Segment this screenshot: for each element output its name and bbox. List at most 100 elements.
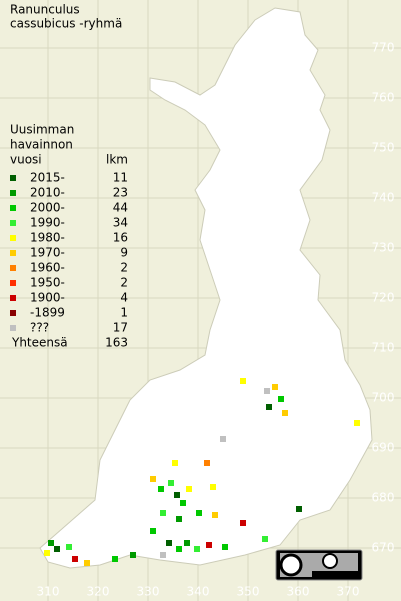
license-badge (275, 549, 363, 581)
observation (84, 560, 90, 566)
observation (222, 544, 228, 550)
legend-header: havainnon (10, 138, 73, 152)
observation (172, 460, 178, 466)
legend-label: ??? (30, 321, 49, 335)
legend-count: 23 (113, 186, 128, 200)
observation (262, 536, 268, 542)
observation (282, 410, 288, 416)
cc-icon (279, 553, 303, 577)
x-grid-label: 310 (37, 585, 60, 599)
observation (180, 500, 186, 506)
observation (112, 556, 118, 562)
y-grid-label: 760 (372, 91, 395, 105)
legend-swatch (10, 310, 16, 316)
observation (278, 396, 284, 402)
legend-swatch (10, 190, 16, 196)
observation (264, 388, 270, 394)
y-grid-label: 670 (372, 541, 395, 555)
observation (160, 552, 166, 558)
legend-label: 1980- (30, 231, 65, 245)
observation (272, 384, 278, 390)
observation (66, 544, 72, 550)
by-bar (312, 571, 358, 577)
legend-count: 16 (113, 231, 128, 245)
x-grid-label: 350 (237, 585, 260, 599)
observation (150, 528, 156, 534)
observation (186, 486, 192, 492)
legend-count: 44 (113, 201, 128, 215)
x-grid-label: 330 (137, 585, 160, 599)
observation (204, 460, 210, 466)
observation (220, 436, 226, 442)
x-grid-label: 340 (187, 585, 210, 599)
y-grid-label: 690 (372, 441, 395, 455)
observation (240, 378, 246, 384)
legend-items: 2015- 11 2010- 23 2000- 44 1990- 34 1980- 16 1970-… (10, 171, 128, 335)
y-grid-label: 770 (372, 41, 395, 55)
legend-label: 2000- (30, 201, 65, 215)
observation (266, 404, 272, 410)
observation (296, 506, 302, 512)
legend-label: 1970- (30, 246, 65, 260)
legend-count: 11 (113, 171, 128, 185)
observation (354, 420, 360, 426)
observation (212, 512, 218, 518)
y-grid-label: 750 (372, 141, 395, 155)
observation (196, 510, 202, 516)
legend-swatch (10, 220, 16, 226)
observation (176, 516, 182, 522)
legend-swatch (10, 325, 16, 331)
y-grid-label: 710 (372, 341, 395, 355)
observation (240, 520, 246, 526)
total-count: 163 (105, 336, 128, 350)
legend-header: vuosi (10, 153, 42, 167)
observation (54, 546, 60, 552)
finland-outline (39, 7, 373, 569)
y-grid-label: 700 (372, 391, 395, 405)
observation (150, 476, 156, 482)
legend-swatch (10, 265, 16, 271)
legend-count: 4 (120, 291, 128, 305)
observation (72, 556, 78, 562)
legend-label: 1990- (30, 216, 65, 230)
legend-swatch (10, 235, 16, 241)
legend-swatch (10, 175, 16, 181)
x-grid-label: 320 (87, 585, 110, 599)
observation (48, 540, 54, 546)
legend-swatch (10, 250, 16, 256)
legend-count: 17 (113, 321, 128, 335)
observation (168, 480, 174, 486)
legend-label: -1899 (30, 306, 65, 320)
y-grid-label: 720 (372, 291, 395, 305)
legend: Uusimman havainnon vuosi lkm 2015- 11 2010… (10, 123, 128, 350)
legend-swatch (10, 280, 16, 286)
legend-count: 2 (120, 261, 128, 275)
x-grid-label: 360 (287, 585, 310, 599)
observation (44, 550, 50, 556)
y-grid-label: 680 (372, 491, 395, 505)
legend-count-header: lkm (106, 153, 128, 167)
observation (210, 484, 216, 490)
legend-label: 1900- (30, 291, 65, 305)
x-grid-label: 370 (337, 585, 360, 599)
y-grid-label: 730 (372, 241, 395, 255)
legend-header: Uusimman (10, 123, 74, 137)
by-icon (322, 553, 338, 569)
observation-squares (44, 378, 360, 566)
total-label: Yhteensä (11, 336, 68, 350)
legend-label: 1950- (30, 276, 65, 290)
legend-label: 2015- (30, 171, 65, 185)
observation (160, 510, 166, 516)
legend-label: 1960- (30, 261, 65, 275)
legend-count: 34 (113, 216, 128, 230)
legend-swatch (10, 295, 16, 301)
title-line: Ranunculus (10, 3, 80, 17)
y-grid-label: 740 (372, 191, 395, 205)
legend-count: 1 (120, 306, 128, 320)
title: Ranunculus cassubicus -ryhmä (10, 3, 122, 31)
observation (130, 552, 136, 558)
legend-swatch (10, 205, 16, 211)
